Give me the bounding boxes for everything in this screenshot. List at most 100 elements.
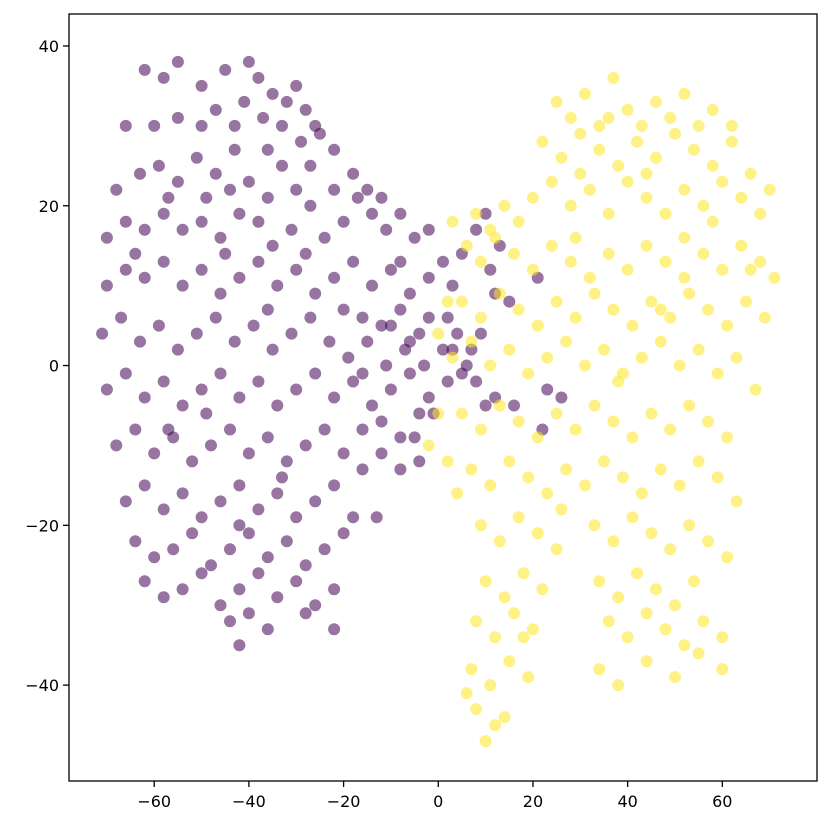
data-point — [531, 431, 544, 444]
data-point — [669, 599, 681, 612]
data-point — [252, 255, 265, 268]
data-point — [437, 255, 449, 268]
data-point — [266, 239, 279, 252]
y-axis: −40 −20 0 20 40 — [25, 37, 69, 695]
data-point — [531, 319, 544, 332]
data-point — [550, 543, 563, 556]
data-point — [607, 535, 620, 548]
data-point — [422, 271, 435, 284]
data-point — [716, 631, 729, 644]
data-point — [394, 463, 407, 476]
data-point — [134, 335, 146, 348]
data-point — [323, 335, 336, 348]
data-point — [148, 119, 161, 132]
data-point — [309, 495, 322, 508]
data-point — [408, 431, 421, 444]
data-point — [242, 527, 255, 540]
data-point — [280, 95, 293, 108]
data-point — [508, 399, 520, 412]
data-point — [683, 399, 696, 412]
data-point — [138, 479, 151, 492]
data-point — [593, 143, 606, 156]
data-point — [224, 543, 236, 556]
data-point — [209, 103, 222, 116]
data-point — [162, 191, 175, 204]
data-point — [394, 207, 407, 220]
data-point — [664, 111, 677, 124]
data-point — [716, 175, 729, 188]
data-point — [261, 551, 274, 564]
data-point — [754, 255, 767, 268]
data-point — [569, 423, 582, 436]
data-point — [493, 535, 506, 548]
data-point — [276, 471, 288, 484]
data-point — [261, 303, 274, 316]
data-point — [621, 263, 634, 276]
data-point — [560, 335, 573, 348]
data-point — [394, 255, 407, 268]
data-point — [342, 351, 355, 364]
data-point — [474, 255, 487, 268]
data-point — [441, 295, 454, 308]
data-point — [328, 271, 341, 284]
x-tick-label: 60 — [712, 792, 732, 811]
data-point — [721, 319, 734, 332]
data-point — [640, 607, 653, 620]
data-point — [290, 183, 303, 196]
data-point — [295, 135, 307, 148]
data-point — [687, 575, 700, 588]
data-point — [328, 391, 341, 404]
data-point — [569, 231, 582, 244]
data-point — [304, 159, 317, 172]
data-point — [252, 375, 265, 388]
data-point — [375, 191, 388, 204]
data-point — [261, 623, 274, 636]
data-point — [664, 543, 677, 556]
data-point — [138, 575, 151, 588]
data-point — [526, 263, 539, 276]
data-point — [512, 215, 525, 228]
x-axis: −60 −40 −20 0 20 40 60 — [137, 781, 732, 811]
data-point — [366, 279, 378, 292]
data-point — [290, 79, 303, 92]
data-point — [645, 295, 658, 308]
data-point — [309, 287, 322, 300]
data-point — [489, 719, 502, 732]
data-point — [626, 431, 639, 444]
data-point — [171, 175, 184, 188]
data-point — [541, 487, 554, 500]
data-point — [233, 583, 246, 596]
data-point — [432, 327, 445, 340]
data-point — [328, 183, 341, 196]
data-point — [692, 455, 705, 468]
data-point — [749, 383, 762, 396]
x-tick-label: 40 — [617, 792, 637, 811]
data-point — [569, 311, 582, 324]
x-tick-label: −20 — [327, 792, 361, 811]
data-point — [460, 359, 473, 372]
data-point — [512, 303, 525, 316]
data-point — [167, 543, 180, 556]
data-point — [266, 343, 279, 356]
data-point — [152, 159, 165, 172]
plot-frame — [68, 13, 818, 782]
data-point — [702, 535, 715, 548]
data-point — [631, 567, 644, 580]
data-point — [654, 335, 667, 348]
data-point — [768, 271, 781, 284]
data-point — [678, 87, 691, 100]
data-point — [465, 663, 478, 676]
data-point — [96, 327, 109, 340]
data-point — [247, 319, 260, 332]
data-point — [228, 119, 241, 132]
data-point — [337, 447, 350, 460]
data-point — [138, 391, 151, 404]
data-point — [422, 311, 435, 324]
data-point — [593, 663, 606, 676]
data-point — [498, 199, 511, 212]
data-point — [313, 127, 326, 140]
data-point — [224, 423, 236, 436]
data-point — [692, 343, 705, 356]
data-point — [233, 207, 246, 220]
